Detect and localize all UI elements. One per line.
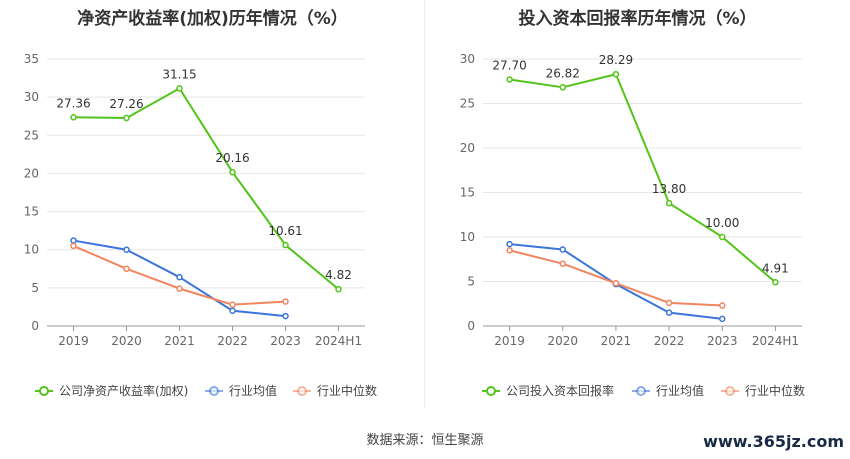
x-tick-label: 2021 — [164, 334, 195, 348]
x-tick-label: 2024H1 — [752, 334, 799, 348]
data-label: 27.26 — [109, 97, 143, 111]
legend-label: 行业中位数 — [317, 383, 377, 398]
data-point — [229, 301, 236, 308]
y-tick-label: 10 — [460, 230, 475, 244]
data-label: 4.82 — [325, 268, 352, 282]
data-label: 20.16 — [215, 151, 249, 165]
data-point — [70, 237, 77, 244]
data-point — [176, 273, 183, 281]
data-point — [665, 299, 673, 307]
legend-label: 行业均值 — [656, 383, 704, 398]
x-tick-label: 2021 — [601, 334, 632, 348]
y-tick-label: 20 — [24, 166, 39, 180]
data-point — [719, 233, 726, 241]
x-tick-label: 2020 — [111, 334, 142, 348]
data-point — [335, 285, 342, 293]
data-point — [282, 312, 289, 320]
data-point — [176, 85, 183, 92]
legend-label: 公司投入资本回报率 — [506, 383, 614, 398]
y-tick-label: 5 — [467, 275, 475, 289]
data-label: 27.70 — [492, 58, 526, 72]
y-tick-label: 25 — [24, 128, 39, 142]
data-point — [229, 168, 236, 176]
data-label: 31.15 — [162, 67, 196, 81]
legend-marker — [486, 386, 496, 396]
data-point — [559, 84, 566, 91]
x-tick-label: 2019 — [494, 334, 525, 348]
series-line — [73, 87, 340, 290]
data-point — [282, 298, 289, 305]
y-tick-label: 0 — [31, 319, 39, 333]
line-chart-roe: 0 5 10 15 20 25 30 35 2019 2020 2021 2022 2023 2024H1… — [24, 52, 377, 398]
data-label: 26.82 — [546, 66, 580, 80]
legend-label: 行业中位数 — [745, 383, 805, 398]
legend-marker — [725, 386, 735, 396]
x-tick-label: 2024H1 — [315, 334, 362, 348]
y-tick-label: 10 — [24, 243, 39, 257]
series-line — [509, 73, 777, 284]
data-point — [665, 309, 673, 316]
y-tick-label: 15 — [24, 205, 39, 219]
y-tick-label: 30 — [460, 52, 475, 66]
line-chart-roic: 0 5 10 15 20 25 30 2019 2020 2021 2022 2023 2024H1 27… — [460, 52, 805, 398]
data-point — [612, 280, 620, 287]
chart-title: 净资产收益率(加权)历年情况（%） — [77, 9, 348, 29]
site-watermark: www.365jz.com — [703, 432, 844, 451]
series-line — [509, 249, 723, 307]
chart-panel-roic: 投入资本回报率历年情况（%） 0 5 10 15 20 25 30 2019 2020 2021 2… — [425, 0, 850, 410]
data-point — [506, 247, 513, 254]
data-point — [282, 241, 289, 249]
legend-marker — [297, 386, 307, 396]
data-label: 4.91 — [762, 261, 789, 275]
x-tick-label: 2019 — [58, 334, 89, 348]
legend-label: 行业均值 — [229, 383, 277, 398]
data-label: 27.36 — [56, 96, 90, 110]
data-label: 10.00 — [705, 216, 739, 230]
data-point — [559, 260, 566, 267]
data-label: 28.29 — [599, 53, 633, 67]
data-point — [772, 279, 779, 286]
data-point — [559, 246, 566, 253]
x-tick-label: 2023 — [270, 334, 301, 348]
y-tick-label: 35 — [24, 52, 39, 66]
x-tick-label: 2023 — [707, 334, 738, 348]
chart-title: 投入资本回报率历年情况（%） — [518, 9, 757, 29]
legend-label: 公司净资产收益率(加权) — [59, 383, 188, 398]
data-source-note: 数据来源：恒生聚源 — [366, 433, 484, 448]
x-tick-label: 2022 — [217, 334, 248, 348]
data-point — [123, 265, 130, 273]
x-tick-label: 2022 — [654, 334, 685, 348]
y-tick-label: 25 — [460, 97, 475, 111]
legend-marker — [636, 386, 646, 396]
data-label: 10.61 — [268, 224, 302, 238]
panel-divider — [424, 0, 425, 408]
data-point — [506, 240, 513, 248]
data-point — [719, 315, 726, 323]
data-point — [70, 242, 77, 250]
data-point — [123, 246, 130, 253]
y-tick-label: 15 — [460, 186, 475, 200]
data-point — [70, 114, 77, 121]
data-point — [665, 199, 673, 207]
chart-panel-roe: 净资产收益率(加权)历年情况（%） 0 5 10 15 20 25 30 35 2019 2020… — [0, 0, 425, 410]
data-label: 13.80 — [652, 182, 686, 196]
legend-marker — [209, 386, 219, 396]
data-point — [123, 114, 130, 122]
x-tick-label: 2020 — [547, 334, 578, 348]
data-point — [719, 302, 726, 309]
legend-marker — [39, 386, 49, 396]
y-tick-label: 20 — [460, 141, 475, 155]
data-point — [229, 307, 236, 314]
y-tick-label: 30 — [24, 90, 39, 104]
data-point — [506, 76, 513, 83]
data-point — [612, 70, 620, 78]
y-tick-label: 5 — [31, 281, 39, 295]
y-tick-label: 0 — [467, 319, 475, 333]
data-point — [176, 285, 183, 292]
